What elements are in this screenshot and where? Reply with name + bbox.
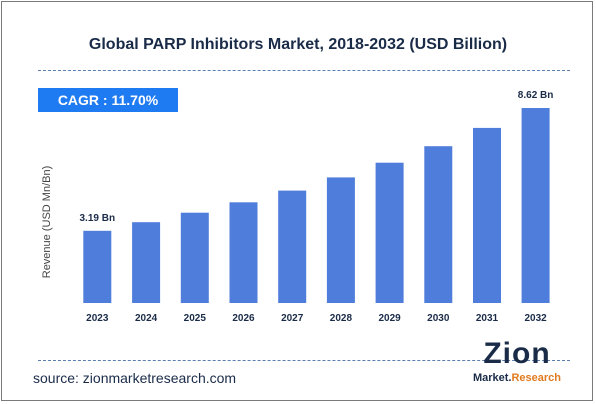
bottom-divider [38, 360, 570, 361]
x-tick-2029: 2029 [378, 313, 401, 324]
logo-tagline-right: Research [511, 372, 562, 384]
source-text: source: zionmarketresearch.com [33, 370, 237, 386]
cagr-badge: CAGR : 11.70% [38, 88, 178, 112]
x-tick-2027: 2027 [281, 313, 304, 324]
x-tick-2026: 2026 [232, 313, 255, 324]
logo-tagline: Market.Research [462, 371, 572, 385]
bar-2025 [180, 212, 209, 303]
bar-2029 [375, 162, 404, 303]
bar-2032 [521, 108, 550, 303]
data-label-2032: 8.62 Bn [518, 90, 554, 101]
bar-2027 [278, 190, 307, 303]
bar-2030 [424, 146, 453, 303]
bar-2031 [473, 127, 501, 304]
x-tick-2023: 2023 [86, 313, 109, 324]
bar-2026 [229, 202, 258, 303]
x-tick-2030: 2030 [427, 313, 450, 324]
y-axis-label: Revenue (USD Mn/Bn) [41, 166, 53, 279]
zion-logo: Zion Market.Research [462, 338, 572, 388]
x-tick-2025: 2025 [184, 313, 207, 324]
logo-tagline-left: Market. [472, 372, 512, 384]
bar-2024 [132, 222, 161, 303]
bar-2028 [326, 177, 355, 303]
x-tick-2024: 2024 [135, 313, 158, 324]
x-tick-2031: 2031 [476, 313, 499, 324]
top-divider [38, 70, 570, 71]
data-label-2023: 3.19 Bn [80, 213, 116, 224]
bar-2023 [83, 230, 112, 303]
logo-wordmark: Zion [483, 337, 551, 370]
chart-title: Global PARP Inhibitors Market, 2018-2032… [88, 36, 508, 53]
x-tick-2032: 2032 [524, 313, 547, 324]
x-tick-2028: 2028 [330, 313, 353, 324]
